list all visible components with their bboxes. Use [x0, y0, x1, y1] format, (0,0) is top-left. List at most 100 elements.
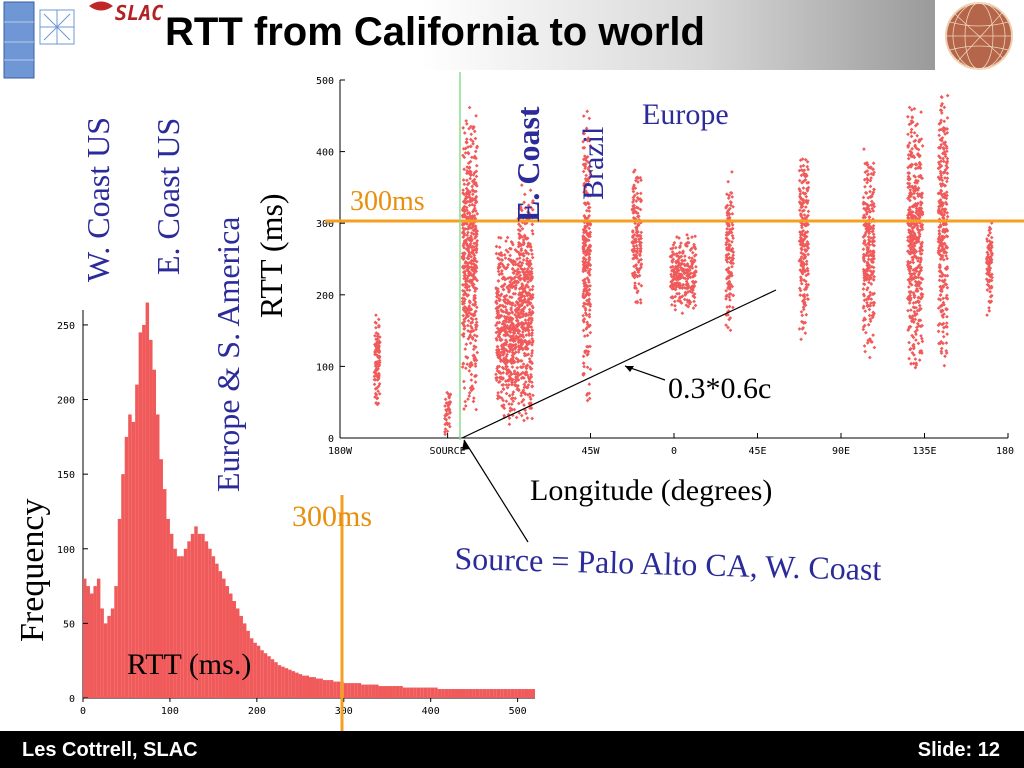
scatter-point: [468, 176, 473, 181]
scatter-point: [907, 356, 911, 361]
scatter-point: [464, 119, 469, 123]
histogram-bar: [472, 689, 476, 698]
globe-logo: [945, 2, 1013, 70]
scatter-y-axis-label: RTT (ms): [253, 193, 289, 318]
scatter-point: [867, 313, 872, 318]
histogram-bar: [434, 687, 438, 698]
histogram-chart: 0 50 100 150 200 250 0 100 200 300 400 500: [57, 302, 535, 717]
scatter-point: [936, 329, 941, 334]
scatter-point: [691, 306, 696, 310]
scatter-point: [581, 354, 586, 359]
histogram-bar: [468, 689, 473, 698]
scatter-point: [376, 389, 380, 394]
scatter-point: [871, 161, 876, 166]
scatter-point: [804, 194, 809, 199]
scatter-point: [465, 233, 470, 237]
scatter-point: [461, 178, 466, 182]
histogram-bar: [274, 662, 278, 698]
histogram-bar: [114, 586, 118, 698]
histogram-bar: [354, 683, 358, 698]
scatter-point: [941, 156, 945, 161]
scatter-point: [376, 317, 381, 322]
histogram-bar: [489, 689, 494, 698]
scatter-point: [377, 325, 381, 329]
histogram-bar: [256, 645, 261, 698]
scatter-point: [448, 410, 452, 414]
scatter-point: [804, 312, 809, 317]
histogram-bar: [465, 689, 469, 698]
histogram-bar: [375, 684, 379, 698]
scatter-point: [530, 222, 535, 227]
histogram-bar: [524, 689, 529, 698]
scatter-point: [462, 131, 467, 135]
scatter-point: [639, 230, 644, 235]
scatter-point: [799, 337, 803, 342]
histogram-bar: [100, 608, 104, 698]
scatter-point: [638, 191, 643, 196]
scatter-point: [909, 134, 914, 139]
histogram-bar: [302, 675, 306, 698]
histogram-y-axis-label: Frequency: [14, 498, 51, 642]
scatter-point: [445, 429, 450, 434]
scatter-point: [731, 305, 735, 310]
scatter-point: [730, 264, 734, 269]
scatter-point: [728, 328, 733, 333]
histogram-bar: [420, 687, 424, 698]
scatter-point: [445, 401, 450, 406]
scatter-point: [939, 346, 944, 351]
histogram-bar: [392, 686, 396, 698]
histogram-bar: [402, 687, 407, 698]
histogram-bar: [493, 689, 497, 698]
scatter-point: [587, 308, 592, 312]
histogram-bar: [284, 668, 289, 698]
histogram-bar: [315, 678, 320, 698]
scatter-point: [443, 404, 447, 408]
scatter-point: [377, 339, 382, 344]
scatter-point: [494, 244, 499, 249]
histogram-bar: [364, 684, 369, 698]
scatter-point: [448, 424, 452, 429]
slide-title: RTT from California to world: [165, 10, 705, 54]
scatter-y-tick-label: 300: [316, 219, 334, 230]
scatter-point: [861, 247, 866, 252]
scatter-point: [908, 188, 913, 192]
histogram-bar: [86, 586, 90, 698]
histogram-bar: [461, 689, 466, 698]
scatter-point: [906, 308, 910, 313]
scatter-point: [805, 164, 810, 169]
scatter-point: [945, 93, 950, 98]
histogram-bar: [267, 656, 271, 698]
scatter-point: [864, 330, 868, 335]
scatter-point: [474, 250, 479, 255]
scatter-point: [504, 239, 508, 243]
histogram-bar: [229, 593, 233, 698]
scatter-point: [916, 341, 921, 346]
histogram-bar: [336, 681, 341, 698]
scatter-point: [472, 276, 477, 281]
scatter-point: [906, 114, 910, 119]
scatter-point: [468, 137, 473, 142]
scatter-point: [529, 266, 534, 271]
scatter-point: [464, 122, 469, 126]
scatter-point: [985, 313, 989, 317]
scatter-y-tick-label: 400: [316, 148, 334, 159]
histogram-bar: [444, 689, 449, 698]
scatter-point: [944, 341, 949, 345]
scatter-x-axis-label: Longitude (degrees): [530, 474, 773, 507]
scatter-x-tick-label: 180E: [996, 446, 1015, 457]
scatter-point: [672, 299, 677, 304]
scatter-point: [800, 313, 805, 318]
scatter-point: [470, 192, 475, 197]
scatter-point: [694, 264, 698, 269]
scatter-point: [938, 293, 943, 297]
scatter-point: [988, 289, 992, 294]
histogram-bar: [385, 686, 389, 698]
scatter-point: [447, 415, 452, 420]
slac-logo: SLAC: [89, 1, 163, 25]
histogram-bar: [514, 689, 518, 698]
scatter-point: [638, 297, 643, 302]
scatter-point: [906, 132, 910, 137]
scatter-point: [941, 334, 946, 339]
scatter-point: [581, 361, 586, 366]
scatter-point: [588, 330, 593, 335]
